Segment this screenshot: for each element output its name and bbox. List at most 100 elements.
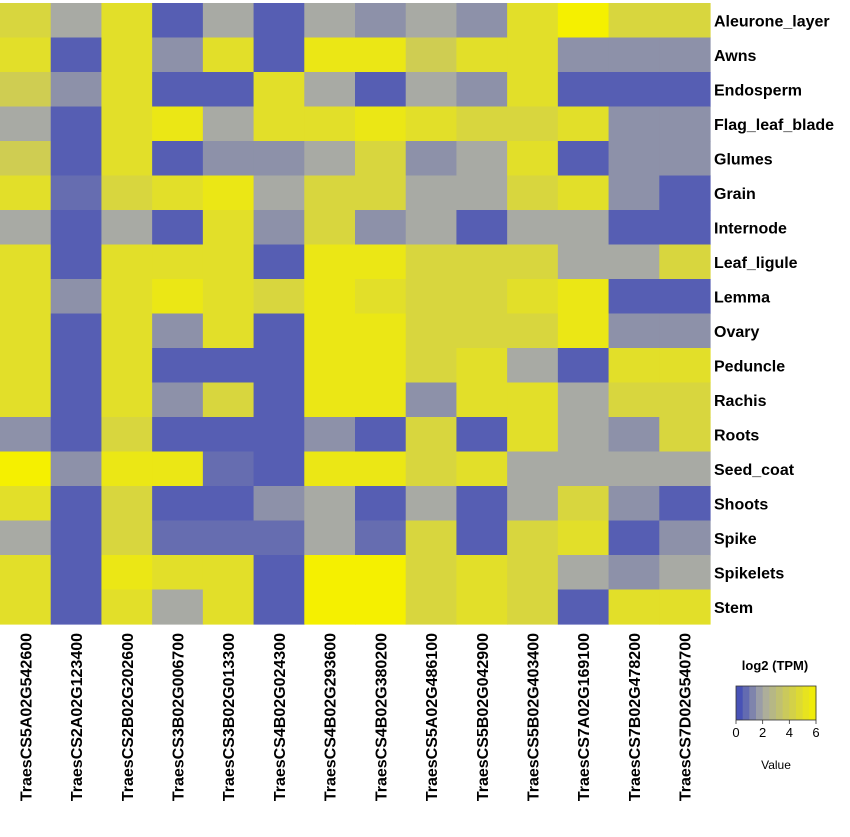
row-label: Flag_leaf_blade — [714, 117, 834, 134]
heatmap-cell — [253, 313, 305, 349]
heatmap-cell — [405, 520, 458, 556]
heatmap-cell — [0, 382, 52, 418]
heatmap-cell — [101, 106, 153, 142]
legend-tick-label: 6 — [812, 725, 819, 740]
heatmap-cell — [608, 141, 660, 177]
heatmap-cell — [507, 486, 559, 522]
heatmap-cell — [608, 37, 660, 73]
heatmap-cell — [152, 417, 204, 453]
heatmap-cell — [304, 72, 356, 108]
heatmap-cell — [456, 244, 508, 280]
row-label: Internode — [714, 220, 787, 237]
heatmap-cell — [507, 417, 559, 453]
color-legend: log2 (TPM) 0 2 4 6 Value — [732, 658, 819, 772]
heatmap-cell — [50, 3, 103, 39]
heatmap-cell — [304, 244, 356, 280]
heatmap-cell — [0, 141, 52, 177]
heatmap-cell — [50, 348, 103, 384]
heatmap-cell — [152, 348, 204, 384]
heatmap-cell — [202, 348, 255, 384]
heatmap-cell — [0, 37, 52, 73]
heatmap-cell — [50, 175, 103, 211]
heatmap-cell — [355, 417, 407, 453]
heatmap-cell — [0, 555, 52, 591]
row-label: Aleurone_layer — [714, 13, 830, 30]
heatmap-cell — [557, 417, 610, 453]
heatmap-cell — [0, 313, 52, 349]
heatmap-cell — [456, 589, 508, 625]
heatmap-cell — [253, 486, 305, 522]
heatmap-cell — [202, 106, 255, 142]
heatmap-cell — [557, 244, 610, 280]
heatmap-cell — [253, 589, 305, 625]
row-label: Peduncle — [714, 358, 785, 375]
heatmap-cell — [0, 244, 52, 280]
heatmap-cell — [101, 279, 153, 315]
heatmap-cell — [659, 106, 711, 142]
heatmap-cell — [405, 175, 458, 211]
heatmap-cell — [659, 3, 711, 39]
heatmap-cell — [304, 555, 356, 591]
heatmap-cell — [253, 382, 305, 418]
heatmap-cell — [507, 106, 559, 142]
column-label: TraesCS7D02G540700 — [678, 633, 695, 801]
heatmap-cell — [507, 382, 559, 418]
row-label: Seed_coat — [714, 462, 795, 479]
heatmap-cell — [0, 3, 52, 39]
heatmap-cell — [456, 106, 508, 142]
heatmap-cell — [50, 313, 103, 349]
heatmap-cell — [152, 175, 204, 211]
heatmap-cell — [50, 141, 103, 177]
heatmap-cell — [304, 382, 356, 418]
heatmap-cell — [659, 555, 711, 591]
heatmap-cell — [253, 210, 305, 246]
column-label: TraesCS2B02G202600 — [120, 633, 137, 801]
heatmap-cell — [456, 72, 508, 108]
heatmap-cell — [507, 520, 559, 556]
heatmap-cell — [355, 279, 407, 315]
heatmap-cell — [507, 313, 559, 349]
heatmap-cell — [0, 486, 52, 522]
heatmap-cell — [608, 417, 660, 453]
column-label: TraesCS4B02G024300 — [272, 633, 289, 801]
heatmap-cell — [304, 486, 356, 522]
heatmap-cell — [659, 417, 711, 453]
heatmap-cell — [507, 348, 559, 384]
heatmap-cell — [355, 520, 407, 556]
row-labels: Aleurone_layer Awns Endosperm Flag_leaf_bla… — [714, 13, 834, 617]
heatmap-cell — [456, 382, 508, 418]
row-label: Grain — [714, 186, 756, 203]
heatmap-cell — [152, 382, 204, 418]
heatmap-cell — [50, 210, 103, 246]
heatmap-cell — [202, 3, 255, 39]
legend-title: log2 (TPM) — [742, 658, 808, 673]
legend-color-step — [769, 686, 777, 720]
heatmap-cell — [456, 37, 508, 73]
heatmap-cell — [101, 417, 153, 453]
heatmap-cell — [659, 520, 711, 556]
heatmap-cell — [101, 175, 153, 211]
heatmap-cell — [659, 175, 711, 211]
heatmap-cell — [202, 417, 255, 453]
heatmap-cell — [0, 589, 52, 625]
legend-color-step — [802, 686, 810, 720]
heatmap-cell — [253, 244, 305, 280]
legend-bar-outline — [735, 685, 817, 721]
heatmap-cell — [456, 313, 508, 349]
heatmap-cell — [50, 37, 103, 73]
heatmap-cell — [304, 106, 356, 142]
heatmap-cell — [608, 244, 660, 280]
heatmap-cell — [0, 72, 52, 108]
column-labels: TraesCS5A02G542600 TraesCS2A02G123400 Trae… — [18, 633, 694, 801]
heatmap-cell — [152, 141, 204, 177]
heatmap-cell — [152, 279, 204, 315]
heatmap-cell — [355, 555, 407, 591]
heatmap-cell — [152, 589, 204, 625]
heatmap-cell — [152, 106, 204, 142]
heatmap-cell — [405, 555, 458, 591]
row-label: Spike — [714, 531, 757, 548]
heatmap-cell — [152, 72, 204, 108]
heatmap-cell — [608, 210, 660, 246]
heatmap-cell — [456, 348, 508, 384]
